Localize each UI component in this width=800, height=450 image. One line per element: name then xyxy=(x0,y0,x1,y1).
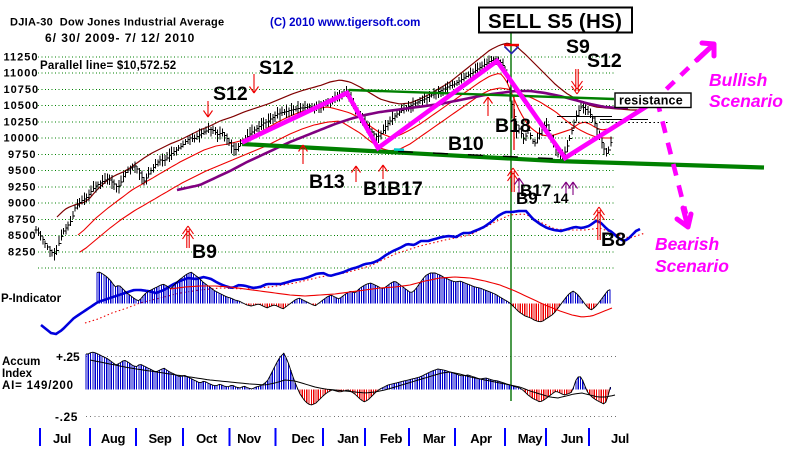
svg-text:11250: 11250 xyxy=(4,52,39,64)
svg-text:Nov: Nov xyxy=(237,431,262,446)
svg-text:Mar: Mar xyxy=(423,431,445,446)
svg-text:14: 14 xyxy=(553,190,569,206)
svg-text:Scenario: Scenario xyxy=(655,256,729,276)
svg-text:8250: 8250 xyxy=(8,246,36,258)
svg-text:S12: S12 xyxy=(587,50,622,72)
svg-text:9000: 9000 xyxy=(8,198,36,210)
svg-text:B9: B9 xyxy=(192,241,217,263)
svg-text:S12: S12 xyxy=(259,57,294,79)
svg-text:11000: 11000 xyxy=(4,68,39,80)
svg-text:-.25: -.25 xyxy=(55,410,78,424)
svg-text:Apr: Apr xyxy=(470,431,492,446)
svg-text:Jun: Jun xyxy=(561,431,584,446)
svg-text:P-Indicator: P-Indicator xyxy=(1,293,62,305)
svg-text:Oct: Oct xyxy=(196,431,218,446)
svg-text:Feb: Feb xyxy=(380,431,403,446)
svg-text:B8: B8 xyxy=(601,229,626,251)
svg-text:May: May xyxy=(518,431,543,446)
svg-text:Bullish: Bullish xyxy=(709,70,767,90)
svg-text:10000: 10000 xyxy=(4,133,40,145)
svg-text:10750: 10750 xyxy=(4,84,40,96)
svg-text:Dec: Dec xyxy=(292,431,315,446)
svg-text:9250: 9250 xyxy=(8,181,36,193)
svg-text:resistance: resistance xyxy=(619,94,683,108)
svg-text:SELL S5 (HS): SELL S5 (HS) xyxy=(488,10,622,33)
svg-text:Bearish: Bearish xyxy=(655,234,719,254)
svg-text:S12: S12 xyxy=(213,83,248,105)
svg-text:8500: 8500 xyxy=(8,230,36,242)
svg-text:Index: Index xyxy=(2,368,33,380)
svg-text:B17: B17 xyxy=(387,178,423,200)
svg-text:B9: B9 xyxy=(516,189,538,208)
svg-text:B1: B1 xyxy=(363,178,388,200)
svg-text:Sep: Sep xyxy=(149,431,172,446)
svg-text:Jan: Jan xyxy=(337,431,359,446)
svg-text:10500: 10500 xyxy=(4,100,40,112)
svg-text:AI= 149/200: AI= 149/200 xyxy=(2,380,74,392)
svg-text:B13: B13 xyxy=(309,171,345,193)
svg-text:8750: 8750 xyxy=(8,214,36,226)
svg-text:(C) 2010 www.tigersoft.com: (C) 2010 www.tigersoft.com xyxy=(270,17,420,29)
svg-text:9500: 9500 xyxy=(8,165,36,177)
svg-text:Jul: Jul xyxy=(611,431,629,446)
svg-text:B17: B17 xyxy=(520,181,551,200)
svg-text:10250: 10250 xyxy=(4,117,40,129)
svg-text:B10: B10 xyxy=(448,133,484,155)
svg-text:Aug: Aug xyxy=(101,431,126,446)
svg-text:+.25: +.25 xyxy=(56,350,80,364)
svg-text:Jul: Jul xyxy=(53,431,71,446)
svg-text:Scenario: Scenario xyxy=(709,91,783,111)
svg-text:Parallel line= $10,572.52: Parallel line= $10,572.52 xyxy=(40,60,176,72)
svg-text:S9: S9 xyxy=(566,36,590,58)
svg-text:B18: B18 xyxy=(495,115,531,137)
svg-text:9750: 9750 xyxy=(8,149,36,161)
svg-text:6/ 30/ 2009- 7/ 12/ 2010: 6/ 30/ 2009- 7/ 12/ 2010 xyxy=(45,31,195,45)
svg-text:DJIA-30 Dow Jones Industrial: DJIA-30 Dow Jones Industrial Average xyxy=(10,17,224,29)
svg-text:Accum: Accum xyxy=(2,356,40,368)
